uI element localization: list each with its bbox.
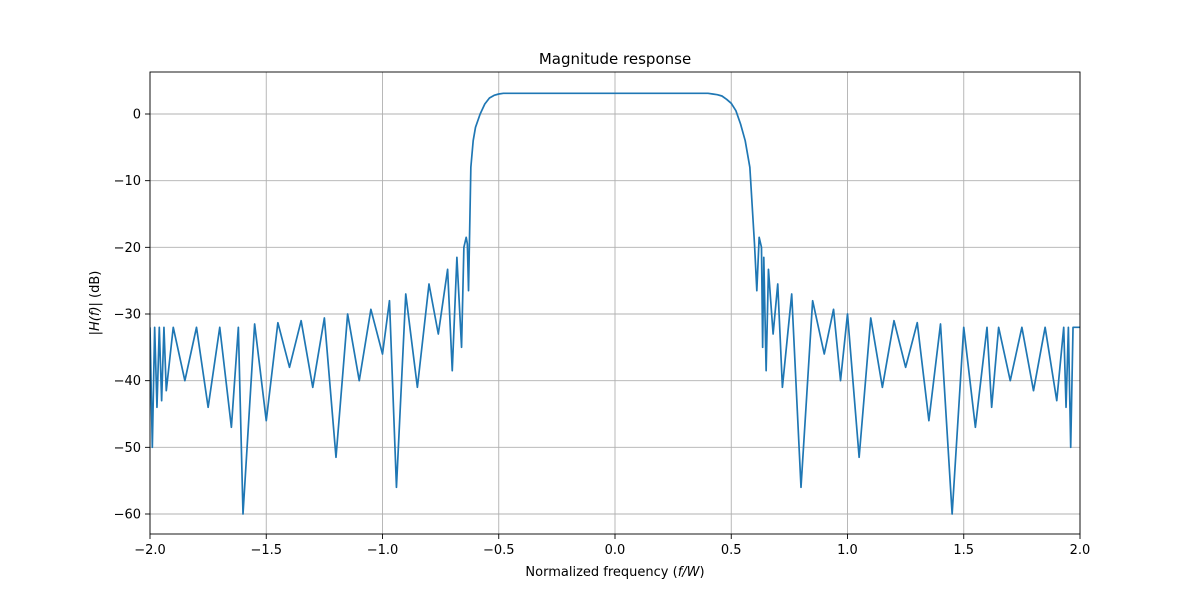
y-axis-label: |H(f)| (dB) [88, 271, 103, 336]
x-tick-label: 2.0 [1070, 543, 1091, 558]
x-axis-label: Normalized frequency (f/W) [525, 565, 704, 580]
x-tick-label: 1.0 [837, 543, 858, 558]
y-axis-label-italic: H(f) [88, 306, 103, 331]
chart-title: Magnitude response [539, 50, 691, 68]
magnitude-response-line [150, 92, 1080, 515]
plot-frame [149, 71, 1081, 535]
x-tick-label: 0.0 [605, 543, 626, 558]
x-axis-label-suffix: ) [700, 565, 705, 580]
y-axis-label-prefix: | [88, 331, 103, 335]
y-tick-label: 0 [133, 108, 141, 123]
x-tick-label: −1.0 [367, 543, 399, 558]
x-tick-label: −1.5 [250, 543, 282, 558]
x-tick-label: −2.0 [134, 543, 166, 558]
y-axis-label-suffix: | (dB) [88, 271, 103, 307]
x-tick-label: 1.5 [953, 543, 974, 558]
tick-labels: −2.0 −1.5 −1.0 −0.5 0.0 0.5 1.0 1.5 2.0 0 −10 −20 −3… [114, 108, 1091, 559]
y-tick-label: −50 [114, 441, 141, 456]
series-layer [150, 92, 1080, 515]
y-tick-label: −30 [114, 308, 141, 323]
x-tick-label: 0.5 [721, 543, 742, 558]
x-axis-label-prefix: Normalized frequency ( [525, 565, 677, 580]
y-tick-label: −60 [114, 508, 141, 523]
ticks [145, 113, 1081, 539]
x-tick-label: −0.5 [483, 543, 515, 558]
x-axis-label-italic: f/W [678, 565, 701, 580]
y-tick-label: −10 [114, 174, 141, 189]
y-tick-label: −20 [114, 241, 141, 256]
grid [149, 72, 1081, 534]
y-tick-label: −40 [114, 374, 141, 389]
